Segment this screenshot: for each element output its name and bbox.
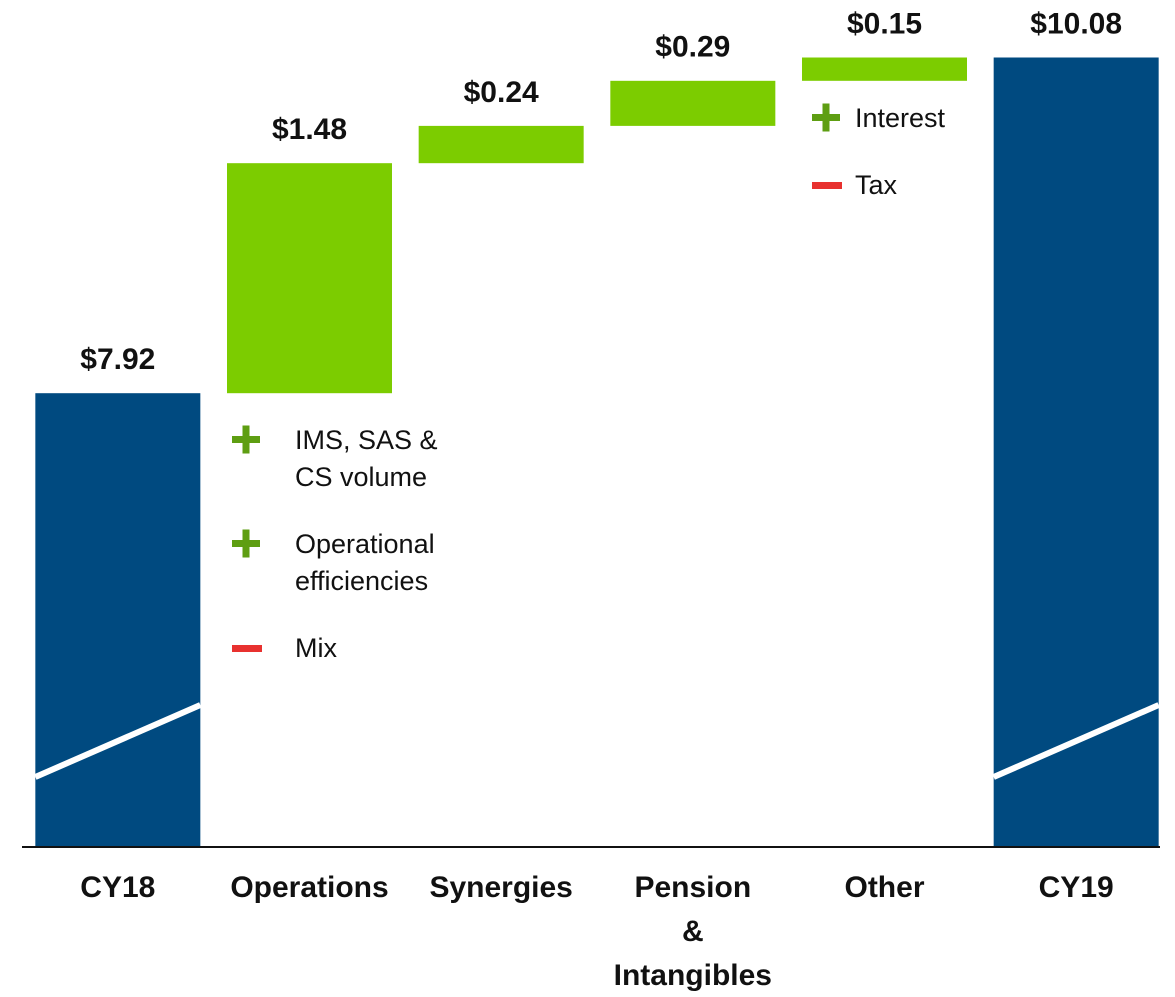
bar [993, 57, 1159, 848]
annotation-list: IMS, SAS & CS volume Operational efficien… [232, 422, 480, 697]
bar [418, 125, 584, 164]
annotation-item: Mix [232, 630, 480, 667]
annotation-item: IMS, SAS & CS volume [232, 422, 480, 496]
x-tick-label: Operations [230, 871, 388, 904]
bar [802, 57, 967, 81]
x-tick-label: Other [844, 871, 924, 904]
annotation-text: Operational efficiencies [295, 529, 435, 596]
annotation-text: Tax [855, 170, 898, 200]
annotation-text: Mix [295, 633, 337, 663]
minus-icon [232, 645, 262, 652]
minus-bar [812, 182, 842, 189]
value-label: $1.48 [272, 113, 347, 146]
value-label: $10.08 [1030, 7, 1122, 40]
plus-bar [822, 103, 830, 132]
plus-icon [812, 103, 840, 132]
plus-icon [232, 529, 260, 558]
x-tick-label: CY19 [1039, 871, 1114, 904]
axis-break [992, 702, 1160, 780]
value-label: $0.29 [655, 31, 730, 64]
value-label: $7.92 [80, 343, 155, 376]
annotation-item: Tax [812, 167, 1012, 204]
minus-bar [232, 645, 262, 652]
plus-icon [232, 425, 260, 454]
x-tick-label: CY18 [80, 871, 155, 904]
annotation-item: Interest [812, 100, 1012, 137]
annotation-item: Operational efficiencies [232, 526, 480, 600]
plus-bar [242, 425, 250, 454]
axis-break [34, 702, 202, 780]
value-label: $0.15 [847, 7, 922, 40]
annotation-text: IMS, SAS & CS volume [295, 425, 438, 492]
x-tick-label: Synergies [429, 871, 572, 904]
x-tick-label: Pension & Intangibles [614, 871, 772, 992]
bar [35, 393, 201, 847]
minus-icon [812, 182, 842, 189]
bar [227, 163, 392, 394]
annotation-text: Interest [855, 103, 946, 133]
plus-bar [242, 529, 250, 558]
annotation-list: Interest Tax [812, 100, 1012, 234]
bar [610, 80, 776, 126]
value-label: $0.24 [464, 76, 539, 109]
